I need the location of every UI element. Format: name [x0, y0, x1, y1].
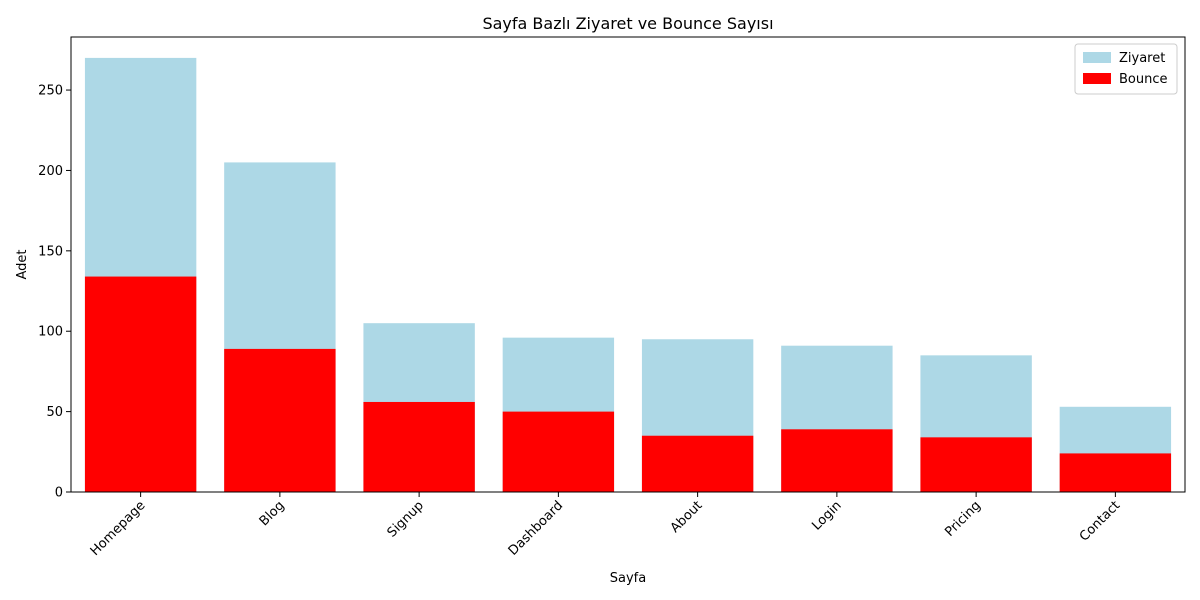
x-tick-label-signup: Signup — [385, 498, 427, 540]
bar-bounce-signup — [363, 401, 475, 492]
x-tick-label-pricing: Pricing — [942, 498, 984, 540]
legend: Ziyaret Bounce — [1074, 43, 1178, 95]
bar-bounce-contact — [1059, 453, 1172, 492]
plot-frame — [70, 36, 1186, 493]
x-tick-label-blog: Blog — [257, 498, 288, 529]
bar-bounce-about — [641, 435, 754, 492]
legend-label-ziyaret: Ziyaret — [1119, 51, 1165, 66]
bar-bounce-dashboard — [502, 411, 615, 492]
y-tick-label: 250 — [38, 84, 63, 99]
x-tick-label-homepage: Homepage — [88, 498, 149, 559]
y-tick-label: 150 — [38, 244, 63, 259]
bar-bounce-login — [781, 429, 893, 492]
bar-bounce-blog — [224, 348, 336, 492]
legend-swatch-ziyaret — [1083, 52, 1111, 63]
x-tick-label-login: Login — [809, 498, 844, 533]
bar-bounce-pricing — [920, 437, 1032, 492]
chart-title: Sayfa Bazlı Ziyaret ve Bounce Sayısı — [482, 14, 773, 33]
x-axis: Homepage Blog Signup Dashboard About Login Pri… — [88, 492, 1123, 559]
y-tick-label: 100 — [38, 325, 63, 340]
legend-label-bounce: Bounce — [1119, 72, 1168, 87]
y-axis-title: Adet — [15, 249, 30, 279]
x-tick-label-about: About — [668, 498, 706, 536]
x-tick-label-contact: Contact — [1077, 498, 1123, 544]
x-axis-title: Sayfa — [610, 571, 646, 586]
y-tick-label: 50 — [46, 405, 63, 420]
legend-swatch-bounce — [1083, 73, 1111, 84]
bar-bounce-homepage — [84, 276, 197, 492]
y-tick-label: 0 — [55, 486, 63, 501]
x-tick-label-dashboard: Dashboard — [506, 498, 566, 558]
bars-group — [84, 57, 1172, 492]
y-axis: 0 50 100 150 200 250 — [38, 84, 71, 501]
y-tick-label: 200 — [38, 164, 63, 179]
